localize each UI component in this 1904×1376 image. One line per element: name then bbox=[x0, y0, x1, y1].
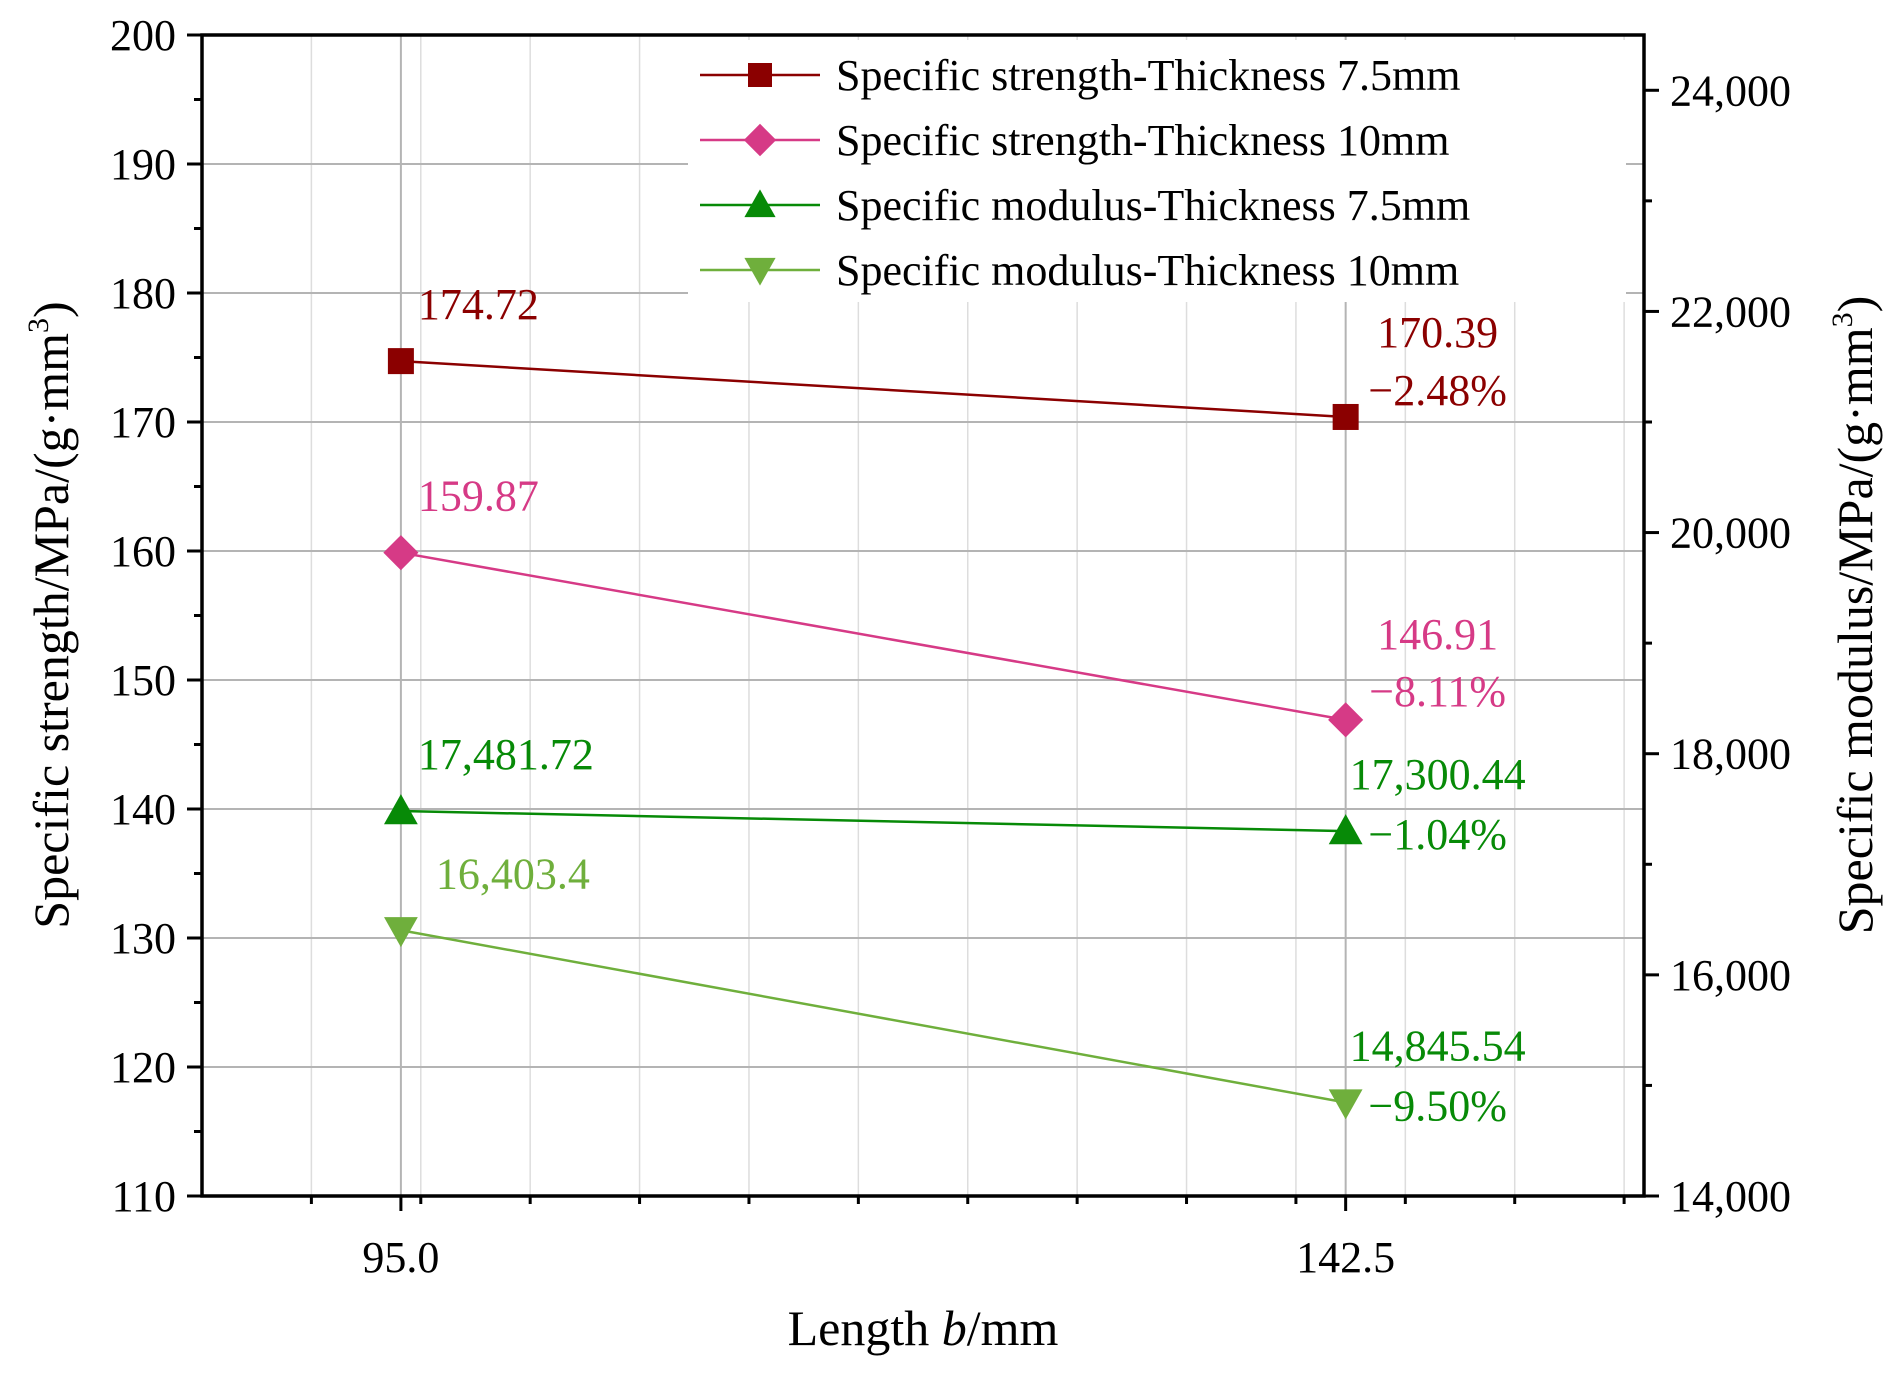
legend-marker bbox=[744, 189, 776, 218]
x-axis-title-unit: /mm bbox=[967, 1300, 1059, 1356]
y-left-tick-label: 170 bbox=[110, 398, 176, 447]
data-point-marker bbox=[1328, 702, 1364, 738]
data-point-marker bbox=[387, 348, 414, 375]
y-axis-title-left-text: Specific strength/MPa/(g·mm bbox=[23, 333, 79, 929]
data-label-start: 17,481.72 bbox=[418, 730, 594, 779]
legend-label: Specific strength-Thickness 10mm bbox=[836, 116, 1449, 165]
axes: 110 120 130 140 150 160 170 180 190 200 14,000 16,0… bbox=[110, 11, 1791, 1282]
legend-marker bbox=[748, 63, 772, 87]
data-point-marker bbox=[1332, 403, 1359, 430]
series-line bbox=[400, 809, 1346, 833]
y-left-tick-label: 180 bbox=[110, 269, 176, 318]
y-right-tick-label: 14,000 bbox=[1670, 1172, 1791, 1221]
data-label-change: −8.11% bbox=[1369, 667, 1506, 716]
y-right-tick-label: 24,000 bbox=[1670, 66, 1791, 115]
series-layer bbox=[383, 348, 1364, 1120]
y-axis-title-left-close: ) bbox=[23, 301, 79, 318]
y-left-tick-label: 190 bbox=[110, 140, 176, 189]
data-labels: 174.72 170.39 −2.48% 159.87 146.91 −8.11% 17,4… bbox=[418, 280, 1526, 1130]
y-left-tick-label: 160 bbox=[110, 527, 176, 576]
data-label-start: 159.87 bbox=[418, 472, 539, 521]
x-axis-title-prefix: Length bbox=[788, 1300, 942, 1356]
legend-label: Specific modulus-Thickness 10mm bbox=[836, 246, 1459, 295]
y-left-tick-label: 140 bbox=[110, 785, 176, 834]
y-right-tick-label: 16,000 bbox=[1670, 951, 1791, 1000]
data-label-change: −2.48% bbox=[1368, 366, 1506, 415]
y-left-tick-label: 150 bbox=[110, 656, 176, 705]
legend: Specific strength-Thickness 7.5mm Specifi… bbox=[700, 51, 1470, 295]
legend-marker bbox=[744, 257, 776, 286]
series-line bbox=[400, 359, 1346, 419]
data-point-marker bbox=[1328, 1089, 1363, 1120]
series-line bbox=[400, 929, 1346, 1104]
y-axis-title-left: Specific strength/MPa/(g·mm3) bbox=[22, 301, 79, 928]
data-label-end: 146.91 bbox=[1377, 610, 1498, 659]
y-axis-title-right-sup: 3 bbox=[1826, 312, 1859, 327]
data-point-marker bbox=[383, 794, 418, 825]
y-axis-title-right: Specific modulus/MPa/(g·mm3) bbox=[1826, 296, 1883, 935]
x-axis-title: Length b/mm bbox=[788, 1300, 1059, 1356]
y-left-tick-label: 110 bbox=[112, 1172, 176, 1221]
data-label-start: 174.72 bbox=[418, 280, 539, 329]
legend-label: Specific strength-Thickness 7.5mm bbox=[836, 51, 1460, 100]
series-line bbox=[400, 551, 1346, 722]
y-left-tick-label: 200 bbox=[110, 11, 176, 60]
y-axis-title-left-sup: 3 bbox=[22, 318, 55, 333]
data-point-marker bbox=[383, 535, 419, 571]
data-label-end: 170.39 bbox=[1377, 308, 1498, 357]
data-label-change: −1.04% bbox=[1368, 810, 1506, 859]
data-point-marker bbox=[1328, 814, 1363, 845]
y-right-tick-label: 18,000 bbox=[1670, 730, 1791, 779]
x-tick-label: 95.0 bbox=[362, 1233, 439, 1282]
y-right-tick-label: 20,000 bbox=[1670, 509, 1791, 558]
x-axis-title-variable: b bbox=[942, 1300, 967, 1356]
data-label-change: −9.50% bbox=[1368, 1082, 1506, 1131]
y-left-tick-label: 120 bbox=[110, 1043, 176, 1092]
data-label-start: 16,403.4 bbox=[436, 849, 590, 898]
y-left-tick-label: 130 bbox=[110, 914, 176, 963]
y-axis-title-right-text: Specific modulus/MPa/(g·mm bbox=[1827, 327, 1883, 934]
data-point-marker bbox=[383, 917, 418, 948]
y-axis-title-right-close: ) bbox=[1827, 296, 1883, 313]
legend-background bbox=[688, 40, 1626, 302]
y-right-tick-label: 22,000 bbox=[1670, 287, 1791, 336]
legend-box bbox=[688, 40, 1626, 302]
data-label-end: 14,845.54 bbox=[1350, 1022, 1526, 1071]
legend-label: Specific modulus-Thickness 7.5mm bbox=[836, 181, 1470, 230]
x-tick-label: 142.5 bbox=[1296, 1233, 1395, 1282]
data-label-end: 17,300.44 bbox=[1350, 750, 1526, 799]
legend-marker bbox=[743, 123, 777, 157]
